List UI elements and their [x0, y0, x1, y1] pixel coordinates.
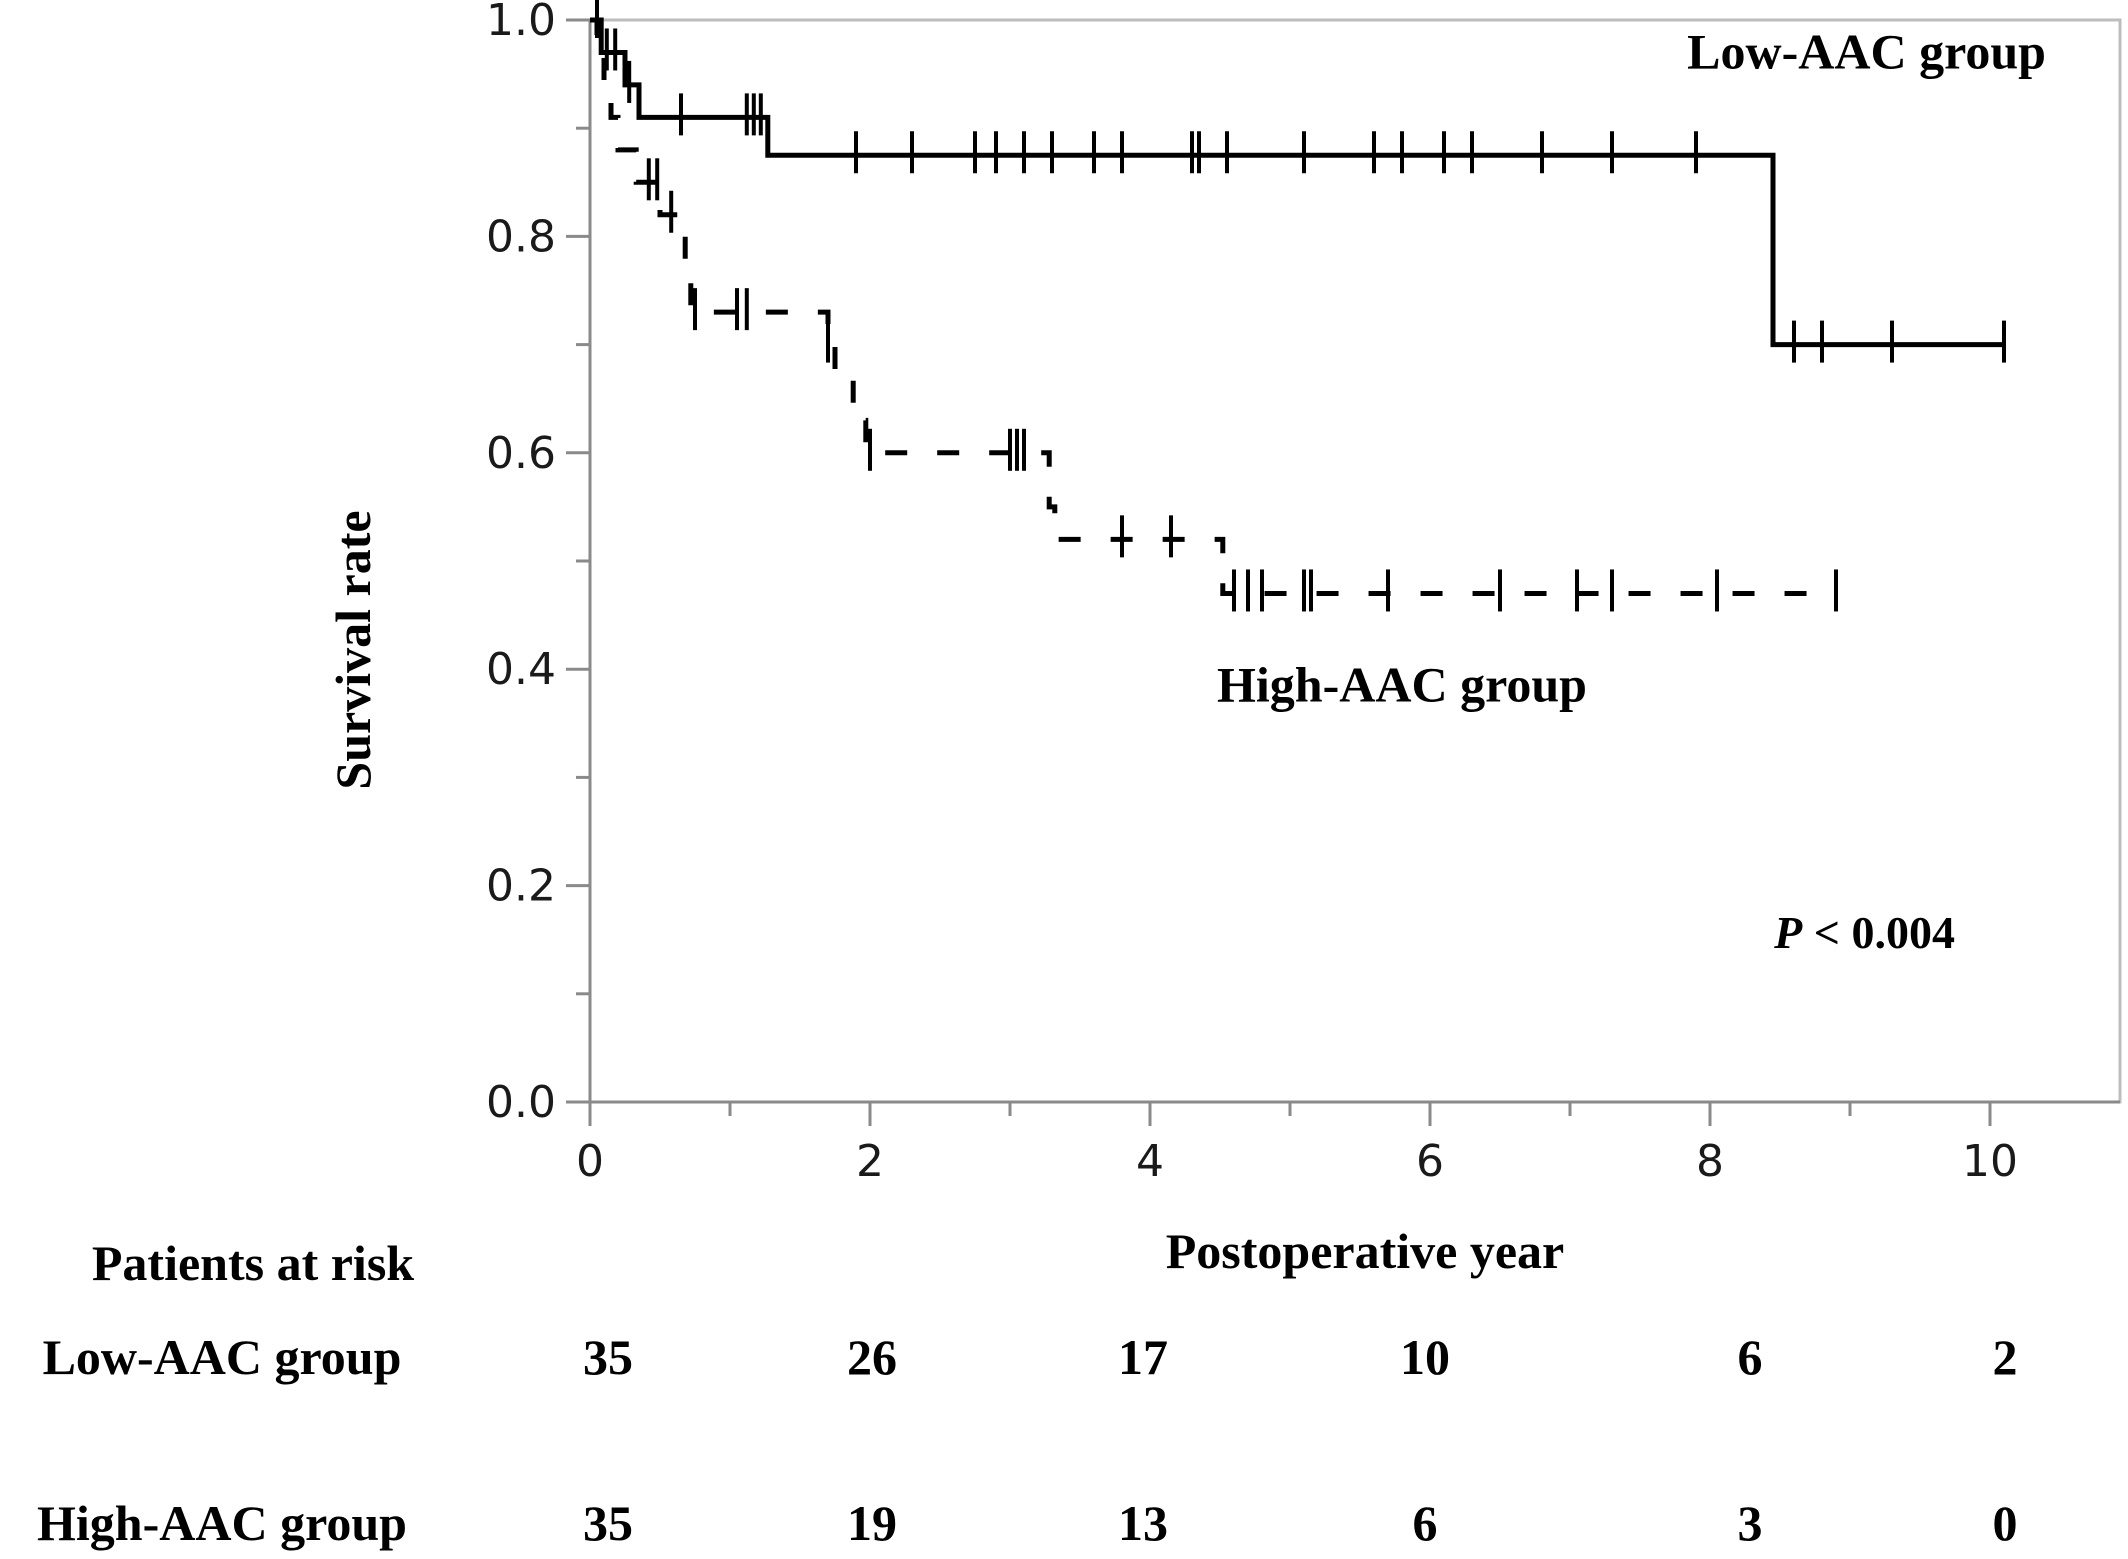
x-tick-label: 2	[856, 1136, 884, 1187]
y-tick-label: 0.2	[486, 861, 556, 912]
risk-value-low: 2	[1993, 1329, 2018, 1385]
risk-table-title: Patients at risk	[92, 1235, 414, 1291]
y-tick-label: 1.0	[486, 0, 556, 46]
curve-labels: Low-AAC group High-AAC group	[1217, 24, 2046, 713]
x-tick-label: 8	[1696, 1136, 1724, 1187]
survival-curves	[590, 0, 2006, 612]
p-value-annotation: P < 0.004	[1773, 907, 1955, 958]
y-tick-label: 0.0	[486, 1077, 556, 1128]
risk-row-high-label: High-AAC group	[37, 1495, 407, 1551]
y-axis-title: Survival rate	[325, 510, 381, 789]
x-tick-label: 0	[576, 1136, 604, 1187]
low-aac-curve	[590, 17, 2004, 348]
risk-row-low-label: Low-AAC group	[43, 1329, 402, 1385]
risk-value-low: 10	[1400, 1329, 1450, 1385]
risk-value-low: 35	[583, 1329, 633, 1385]
risk-value-high: 35	[583, 1495, 633, 1551]
risk-table-values: 35 26 17 10 6 2 35 19 13 6 3 0	[583, 1329, 2018, 1551]
x-tick-label: 4	[1136, 1136, 1164, 1187]
x-axis-ticks: 0 2 4 6 8 10	[576, 1102, 2018, 1187]
high-aac-label: High-AAC group	[1217, 657, 1587, 713]
risk-value-high: 0	[1993, 1495, 2018, 1551]
high-aac-curve	[590, 17, 1836, 596]
y-tick-label: 0.8	[486, 211, 556, 262]
risk-value-high: 3	[1738, 1495, 1763, 1551]
risk-value-high: 19	[847, 1495, 897, 1551]
x-axis-title: Postoperative year	[1166, 1223, 1564, 1279]
y-tick-label: 0.6	[486, 428, 556, 479]
y-tick-label: 0.4	[486, 644, 556, 695]
risk-value-high: 13	[1118, 1495, 1168, 1551]
low-aac-label: Low-AAC group	[1687, 24, 2046, 80]
risk-value-low: 17	[1118, 1329, 1168, 1385]
risk-value-low: 6	[1738, 1329, 1763, 1385]
x-tick-label: 10	[1962, 1136, 2018, 1187]
y-axis-ticks: 0.0 0.2 0.4 0.6 0.8 1.0	[486, 0, 590, 1128]
x-tick-label: 6	[1416, 1136, 1444, 1187]
risk-value-high: 6	[1413, 1495, 1438, 1551]
risk-value-low: 26	[847, 1329, 897, 1385]
